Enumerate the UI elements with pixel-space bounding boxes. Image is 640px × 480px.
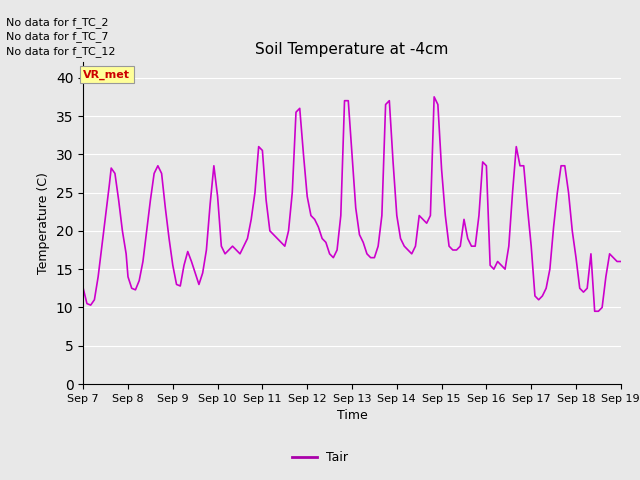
- Text: No data for f_TC_7: No data for f_TC_7: [6, 31, 109, 42]
- Text: VR_met: VR_met: [83, 70, 130, 80]
- X-axis label: Time: Time: [337, 409, 367, 422]
- Text: No data for f_TC_12: No data for f_TC_12: [6, 46, 116, 57]
- Y-axis label: Temperature (C): Temperature (C): [37, 172, 51, 274]
- Title: Soil Temperature at -4cm: Soil Temperature at -4cm: [255, 42, 449, 57]
- Text: No data for f_TC_2: No data for f_TC_2: [6, 17, 109, 28]
- Legend: Tair: Tair: [287, 446, 353, 469]
